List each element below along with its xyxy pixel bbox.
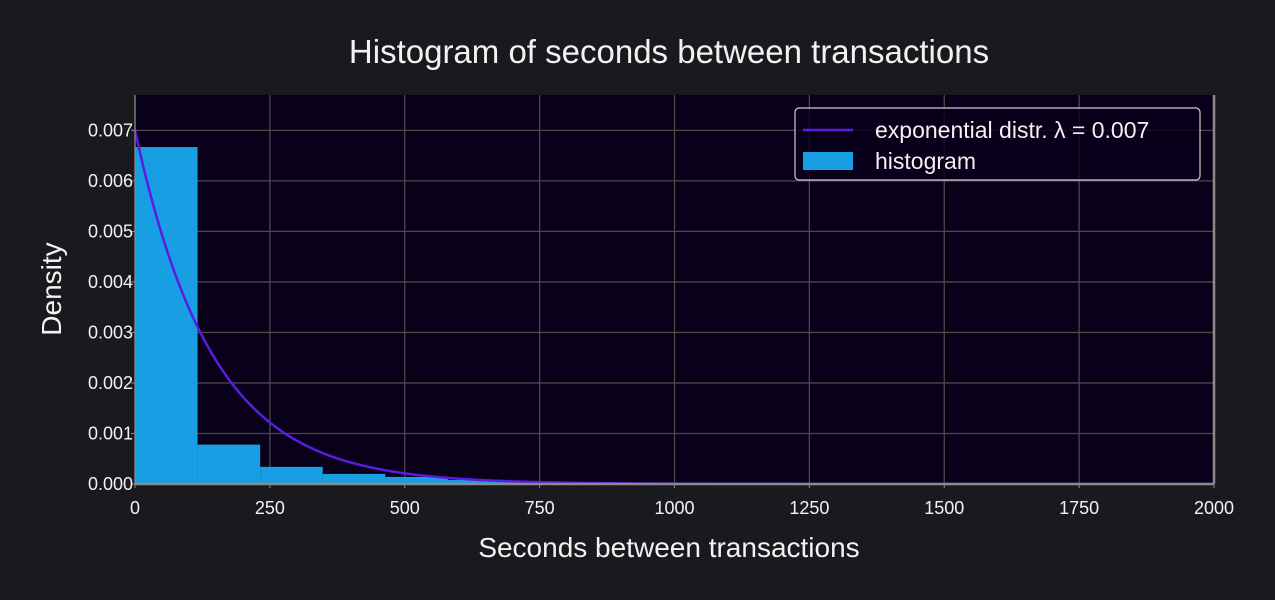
x-tick-label: 0	[130, 498, 140, 518]
y-tick-label: 0.000	[88, 474, 133, 494]
histogram-bar	[447, 479, 511, 484]
y-tick-label: 0.001	[88, 423, 133, 443]
y-tick-label: 0.004	[88, 272, 133, 292]
x-tick-label: 500	[390, 498, 420, 518]
x-tick-label: 750	[525, 498, 555, 518]
histogram-bar	[322, 473, 386, 484]
histogram-bar	[385, 476, 448, 484]
chart-title: Histogram of seconds between transaction…	[349, 33, 989, 70]
y-tick-label: 0.003	[88, 322, 133, 342]
x-tick-label: 2000	[1194, 498, 1234, 518]
y-axis-ticks: 0.000 0.001 0.002 0.003 0.004 0.005 0.006 0.007	[88, 120, 135, 494]
x-tick-label: 1750	[1059, 498, 1099, 518]
histogram-bar	[135, 147, 198, 484]
x-tick-label: 250	[255, 498, 285, 518]
x-axis-ticks: 0 250 500 750 1000 1250 1500 1750 2000	[130, 484, 1234, 518]
histogram-bar	[197, 444, 261, 484]
histogram-bar	[260, 466, 323, 484]
y-axis-label: Density	[36, 242, 67, 335]
x-tick-label: 1000	[654, 498, 694, 518]
y-tick-label: 0.005	[88, 221, 133, 241]
legend-box	[794, 107, 1201, 181]
y-tick-label: 0.006	[88, 171, 133, 191]
legend-curve-label: exponential distr. λ = 0.007	[875, 117, 1149, 143]
x-tick-label: 1250	[789, 498, 829, 518]
x-tick-label: 1500	[924, 498, 964, 518]
legend: exponential distr. λ = 0.007 histogram	[794, 107, 1201, 181]
y-tick-label: 0.002	[88, 373, 133, 393]
legend-histogram-label: histogram	[875, 148, 976, 174]
y-tick-label: 0.007	[88, 120, 133, 140]
x-axis-label: Seconds between transactions	[478, 532, 859, 563]
legend-histogram-swatch	[803, 152, 853, 170]
